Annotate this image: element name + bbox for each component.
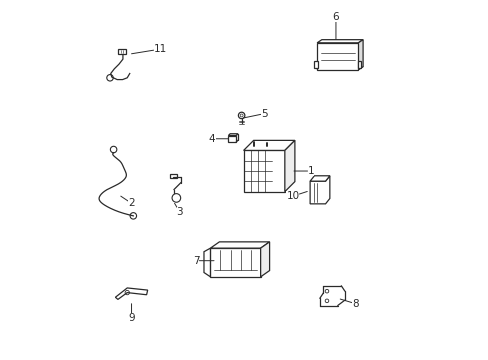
Bar (118, 49, 125, 54)
Text: 10: 10 (286, 191, 306, 201)
Text: 9: 9 (128, 304, 135, 323)
Bar (317, 43, 358, 70)
Bar (243, 150, 285, 192)
Text: 5: 5 (243, 109, 267, 119)
Polygon shape (285, 140, 294, 192)
Bar (314, 61, 317, 68)
Text: 8: 8 (340, 299, 358, 309)
Text: 1: 1 (293, 166, 313, 176)
Polygon shape (243, 140, 294, 150)
Polygon shape (228, 134, 238, 135)
Polygon shape (115, 288, 147, 300)
Bar (357, 61, 361, 68)
Text: 4: 4 (208, 134, 228, 144)
Text: 2: 2 (121, 196, 135, 208)
Polygon shape (309, 176, 329, 204)
Polygon shape (203, 248, 210, 277)
Bar (210, 248, 260, 277)
Text: 6: 6 (332, 12, 339, 40)
Bar (170, 174, 176, 178)
Bar (228, 135, 236, 142)
Polygon shape (317, 67, 363, 70)
Polygon shape (210, 242, 269, 248)
Polygon shape (358, 40, 363, 70)
Text: 11: 11 (131, 44, 166, 54)
Text: 3: 3 (174, 203, 183, 217)
Text: 7: 7 (192, 256, 214, 266)
Polygon shape (309, 176, 329, 181)
Polygon shape (260, 242, 269, 277)
Polygon shape (317, 40, 363, 43)
